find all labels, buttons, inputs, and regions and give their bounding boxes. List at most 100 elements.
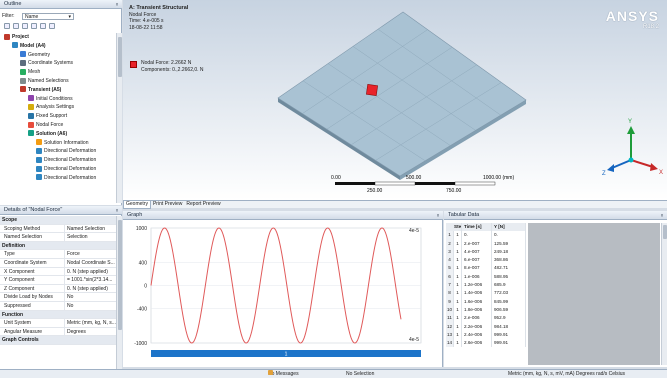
tree-node[interactable]: Nodal Force xyxy=(28,121,63,129)
details-value[interactable]: Selection xyxy=(64,233,116,242)
details-value[interactable]: 0. N (step applied) xyxy=(64,284,116,294)
details-row[interactable]: Coordinate System Nodal Coordinate S... xyxy=(0,258,116,268)
table-cell: 1.4e-006 xyxy=(462,289,492,298)
tree-node[interactable]: Geometry xyxy=(20,51,50,59)
details-row[interactable]: Z Component 0. N (step applied) xyxy=(0,284,116,294)
tree-node-label: Solution Information xyxy=(44,139,89,146)
units-status[interactable]: Metric (mm, kg, N, s, mV, mA) Degrees ra… xyxy=(508,371,626,377)
tree-node[interactable]: Fixed Support xyxy=(28,112,67,120)
details-value[interactable]: Nodal Coordinate S... xyxy=(64,258,116,268)
tab-geometry[interactable]: Geometry xyxy=(123,201,151,209)
tree-node[interactable]: Solution (A6) xyxy=(28,130,67,138)
tree-node[interactable]: Mesh xyxy=(20,68,40,76)
tree-node[interactable]: Directional Deformation xyxy=(36,174,96,182)
details-section[interactable]: Function xyxy=(0,310,116,320)
triad[interactable]: Y X Z xyxy=(602,119,663,177)
tree-node[interactable]: Analysis Settings xyxy=(28,103,74,111)
details-value[interactable]: Force xyxy=(64,250,116,259)
scrollbar-thumb[interactable] xyxy=(118,37,122,77)
table-row[interactable]: 10 1 1.8e-006 906.59 xyxy=(446,305,526,315)
details-row[interactable]: X Component 0. N (step applied) xyxy=(0,267,116,277)
details-section[interactable]: Graph Controls xyxy=(0,336,116,345)
pin-icon[interactable]: ₓ xyxy=(116,207,118,213)
details-row[interactable]: Suppressed No xyxy=(0,301,116,311)
table-cell: 6 xyxy=(446,272,454,282)
graphics-viewport[interactable]: 0.00 500.00 1000.00 (mm) 250.00 750.00 Y… xyxy=(123,0,667,200)
plate-model[interactable] xyxy=(277,11,527,180)
filter-dropdown[interactable]: Name ▾ xyxy=(22,13,74,20)
tree-node[interactable]: Solution Information xyxy=(36,139,88,147)
details-section[interactable]: Definition xyxy=(0,241,116,251)
details-row[interactable]: Scoping Method Named Selection xyxy=(0,224,116,234)
details-scrollbar[interactable] xyxy=(116,216,122,376)
details-row[interactable]: Named Selection Selection xyxy=(0,233,116,242)
column-header[interactable]: Time [s] xyxy=(462,223,492,232)
details-value[interactable]: = 1001.*sin(2*3.14... xyxy=(64,276,116,285)
table-cell: 1 xyxy=(454,322,462,331)
column-header[interactable]: Steps xyxy=(454,223,462,232)
tree-node[interactable]: Coordinate Systems xyxy=(20,59,73,67)
table-row[interactable]: 7 1 1.2e-006 685.9 xyxy=(446,281,526,290)
tree-icon[interactable] xyxy=(49,23,55,29)
table-row[interactable]: 6 1 1.e-006 588.95 xyxy=(446,272,526,282)
collapse-icon[interactable] xyxy=(13,23,19,29)
pin-icon[interactable]: ₓ xyxy=(661,212,663,218)
lock-icon[interactable] xyxy=(40,23,46,29)
scrollbar-thumb[interactable] xyxy=(663,225,667,239)
table-row[interactable]: 5 1 8.e-007 482.71 xyxy=(446,264,526,273)
load-graph[interactable]: 1000 400 0 -400 -1000 4e-5 4e-5 1 xyxy=(123,220,443,367)
tree-node[interactable]: Model (A4) xyxy=(12,42,46,50)
tree-node[interactable]: Directional Deformation xyxy=(36,165,96,173)
filter-icon[interactable] xyxy=(31,23,37,29)
details-row[interactable]: Y Component = 1001.*sin(2*3.14... xyxy=(0,276,116,285)
tab-report-preview[interactable]: Report Preview xyxy=(186,201,221,207)
details-value[interactable]: No xyxy=(64,301,116,311)
tree-node[interactable]: Initial Conditions xyxy=(28,95,73,103)
scale-label: 500.00 xyxy=(406,175,422,181)
table-row[interactable]: 12 1 2.2e-006 984.18 xyxy=(446,322,526,331)
tree-node[interactable]: Transient (A5) xyxy=(20,86,61,94)
sync-icon[interactable] xyxy=(22,23,28,29)
details-key: Function xyxy=(2,311,24,318)
details-section[interactable]: Scope xyxy=(0,216,116,225)
table-row[interactable]: 9 1 1.6e-006 845.99 xyxy=(446,297,526,306)
table-row[interactable]: 13 1 2.4e-006 999.91 xyxy=(446,330,526,340)
details-value[interactable]: 0. N (step applied) xyxy=(64,267,116,277)
scrollbar-thumb[interactable] xyxy=(118,220,122,330)
release-text: R18.2 xyxy=(642,24,659,30)
table-cell: 0. xyxy=(462,231,492,240)
outline-scrollbar[interactable] xyxy=(116,33,122,203)
tree-node[interactable]: Directional Deformation xyxy=(36,147,96,155)
details-value[interactable]: Metric (mm, kg, N, s... xyxy=(64,319,116,328)
table-row[interactable]: 4 1 6.e-007 368.86 xyxy=(446,256,526,265)
tree-node-label: Coordinate Systems xyxy=(28,60,74,67)
table-row[interactable]: 3 1 4.e-007 249.18 xyxy=(446,247,526,257)
details-row[interactable]: Angular Measure Degrees xyxy=(0,327,116,337)
tree-node[interactable]: Named Selections xyxy=(20,77,69,85)
table-row[interactable]: 1 1 0. 0. xyxy=(446,231,526,240)
column-header[interactable]: Y [N] xyxy=(492,223,526,232)
details-row[interactable]: Unit System Metric (mm, kg, N, s... xyxy=(0,319,116,328)
details-row[interactable]: Type Force xyxy=(0,250,116,259)
details-value[interactable]: No xyxy=(64,293,116,302)
model-view[interactable]: 0.00 500.00 1000.00 (mm) 250.00 750.00 Y… xyxy=(123,0,667,200)
tabular-scrollbar[interactable] xyxy=(661,223,667,365)
messages-indicator[interactable]: No Messages xyxy=(268,370,299,378)
tab-print-preview[interactable]: Print Preview xyxy=(152,201,183,207)
nodal-force-marker[interactable] xyxy=(366,84,378,96)
tree-node[interactable]: Project xyxy=(4,33,29,41)
table-row[interactable]: 8 1 1.4e-006 772.03 xyxy=(446,289,526,298)
expand-icon[interactable] xyxy=(4,23,10,29)
details-value[interactable]: Named Selection xyxy=(64,224,116,234)
table-row[interactable]: 2 1 2.e-007 125.59 xyxy=(446,239,526,248)
pin-icon[interactable]: ₓ xyxy=(437,212,439,218)
table-row[interactable]: 14 1 2.6e-006 999.91 xyxy=(446,339,526,348)
details-row[interactable]: Divide Load by Nodes No xyxy=(0,293,116,302)
viewport-tabs: Geometry Print Preview Report Preview xyxy=(123,200,667,209)
tree-node-label: Mesh xyxy=(28,69,41,76)
details-value[interactable]: Degrees xyxy=(64,327,116,337)
table-cell: 999.91 xyxy=(492,330,526,340)
pin-icon[interactable]: ₓ xyxy=(116,1,118,7)
table-row[interactable]: 11 1 2.e-006 952.9 xyxy=(446,314,526,323)
tree-node[interactable]: Directional Deformation xyxy=(36,156,96,164)
